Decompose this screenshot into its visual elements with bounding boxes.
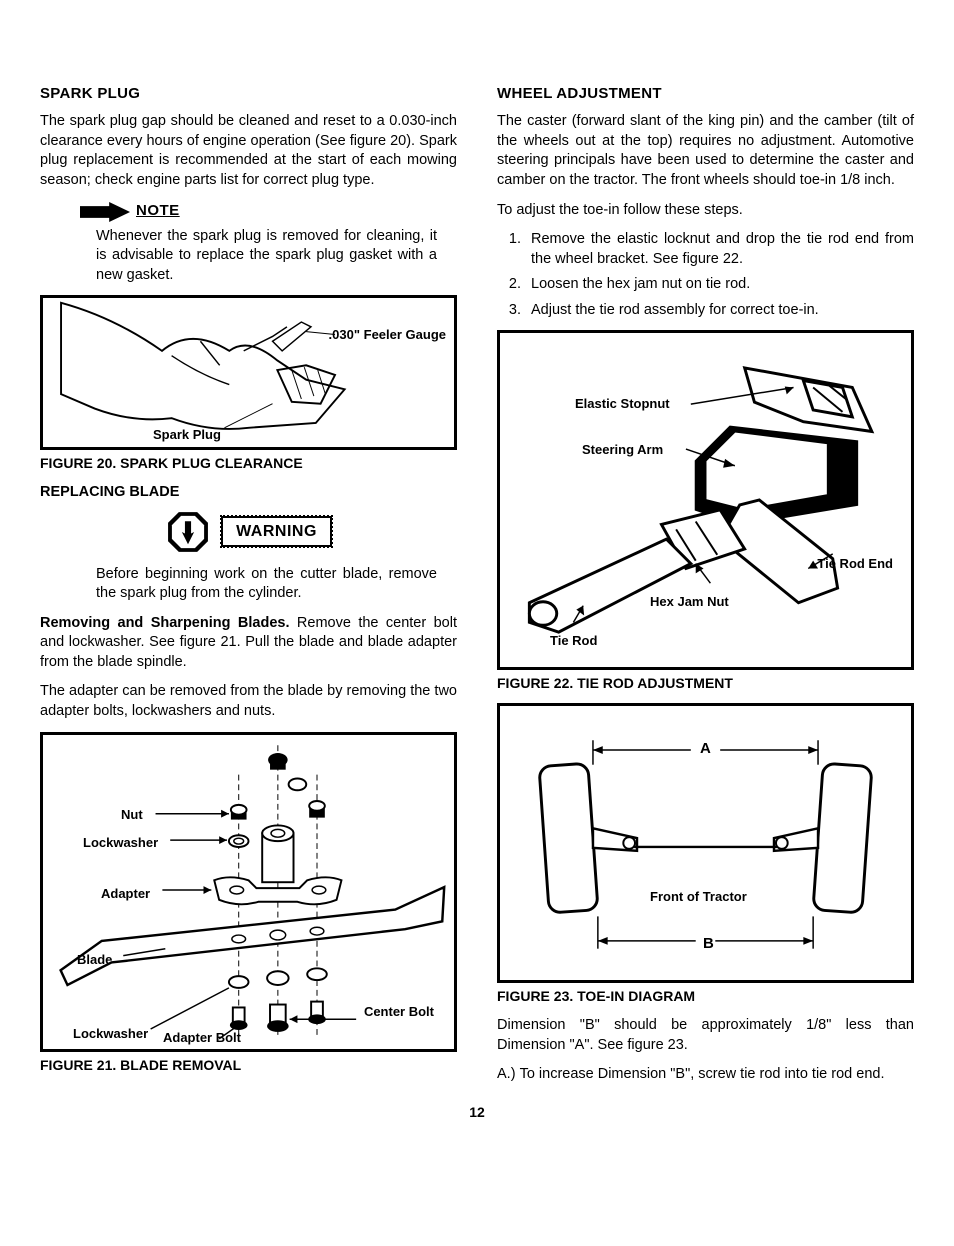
fig21-adapterbolt-label: Adapter Bolt <box>163 1029 241 1047</box>
step-3: Adjust the tie rod assembly for correct … <box>525 301 914 321</box>
fig21-lockwasher2-label: Lockwasher <box>73 1025 148 1043</box>
step-1: Remove the elastic locknut and drop the … <box>525 230 914 269</box>
page-number: 12 <box>40 1103 914 1122</box>
fig22-hexjam-label: Hex Jam Nut <box>650 593 729 611</box>
wheel-paragraph-2: To adjust the toe-in follow these steps. <box>497 201 914 221</box>
toe-in-steps: Remove the elastic locknut and drop the … <box>525 230 914 320</box>
note-label: NOTE <box>136 201 180 221</box>
warning-row: WARNING <box>40 509 457 555</box>
figure-20: .030" Feeler Gauge Spark Plug <box>40 295 457 450</box>
fig22-steering-label: Steering Arm <box>582 441 663 459</box>
figure-23-caption: FIGURE 23. TOE-IN DIAGRAM <box>497 987 914 1006</box>
replacing-blade-heading: REPLACING BLADE <box>40 483 457 503</box>
figure-21-caption: FIGURE 21. BLADE REMOVAL <box>40 1056 457 1075</box>
figure-21: Nut Lockwasher Adapter Blade Lockwasher … <box>40 732 457 1052</box>
fig22-tierod-label: Tie Rod <box>550 632 597 650</box>
warning-icon <box>165 509 211 555</box>
figure-22-caption: FIGURE 22. TIE ROD ADJUSTMENT <box>497 674 914 693</box>
a-label: A.) <box>497 1066 516 1082</box>
fig23-b-label: B <box>703 934 714 954</box>
a-text: To increase Dimension "B", screw tie rod… <box>520 1066 885 1082</box>
warning-label: WARNING <box>226 523 327 540</box>
right-column: WHEEL ADJUSTMENT The caster (forward sla… <box>497 80 914 1095</box>
fig23-front-label: Front of Tractor <box>650 888 747 906</box>
arrow-right-icon <box>80 201 130 223</box>
note-block: Whenever the spark plug is removed for c… <box>40 227 457 286</box>
note-header: NOTE <box>80 201 457 223</box>
figure-22: Elastic Stopnut Steering Arm Tie Rod End… <box>497 330 914 670</box>
fig20-plug-label: Spark Plug <box>153 426 221 444</box>
step-2: Loosen the hex jam nut on tie rod. <box>525 275 914 295</box>
fig23-a-label: A <box>700 739 711 759</box>
removing-heading-run-in: Removing and Sharpening Blades. <box>40 615 289 631</box>
instruction-a: A.) To increase Dimension "B", screw tie… <box>497 1065 914 1085</box>
spark-plug-paragraph: The spark plug gap should be cleaned and… <box>40 112 457 190</box>
adapter-paragraph: The adapter can be removed from the blad… <box>40 682 457 721</box>
wheel-adjustment-heading: WHEEL ADJUSTMENT <box>497 84 914 104</box>
page-container: SPARK PLUG The spark plug gap should be … <box>40 80 914 1095</box>
fig22-tierodend-label: Tie Rod End <box>817 555 893 573</box>
fig20-feeler-label: .030" Feeler Gauge <box>329 326 446 344</box>
fig21-lockwasher-label: Lockwasher <box>83 834 158 852</box>
note-text: Whenever the spark plug is removed for c… <box>96 227 437 286</box>
left-column: SPARK PLUG The spark plug gap should be … <box>40 80 457 1095</box>
fig21-adapter-label: Adapter <box>101 885 150 903</box>
removing-paragraph: Removing and Sharpening Blades. Remove t… <box>40 614 457 673</box>
spark-plug-heading: SPARK PLUG <box>40 84 457 104</box>
figure-23: A B Front of Tractor <box>497 703 914 983</box>
fig21-centerbolt-label: Center Bolt <box>364 1003 434 1021</box>
fig21-nut-label: Nut <box>121 806 143 824</box>
wheel-paragraph-1: The caster (forward slant of the king pi… <box>497 112 914 190</box>
dimension-paragraph: Dimension "B" should be approximately 1/… <box>497 1016 914 1055</box>
warning-text: Before beginning work on the cutter blad… <box>96 565 437 604</box>
warning-block: Before beginning work on the cutter blad… <box>40 565 457 604</box>
fig22-elastic-label: Elastic Stopnut <box>575 395 670 413</box>
fig21-blade-label: Blade <box>77 951 112 969</box>
figure-20-caption: FIGURE 20. SPARK PLUG CLEARANCE <box>40 454 457 473</box>
